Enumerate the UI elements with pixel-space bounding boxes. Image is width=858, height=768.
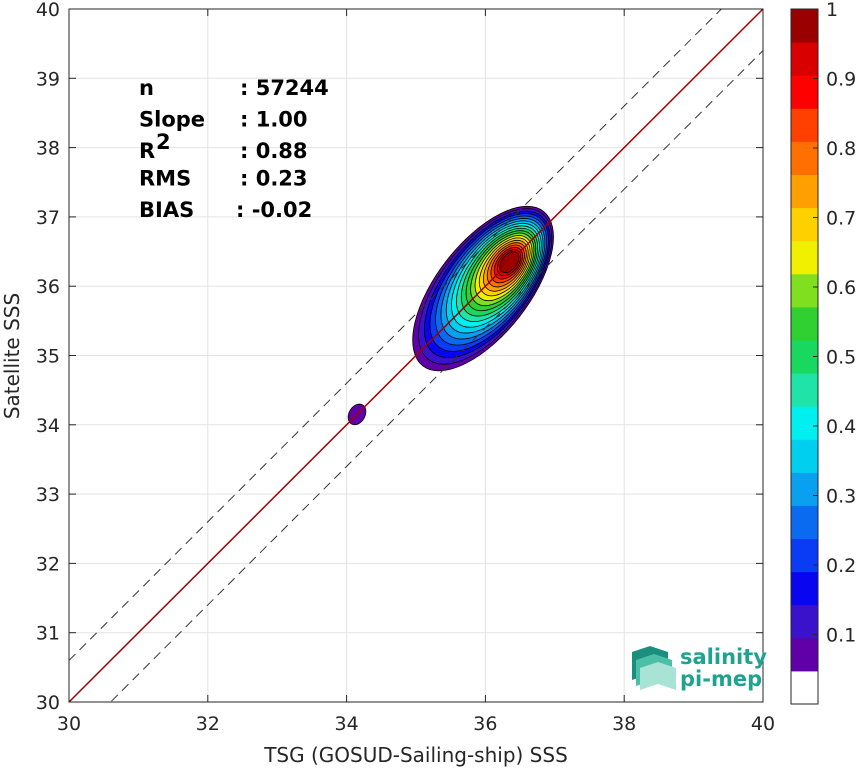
colorbar-segment (791, 141, 818, 175)
stat-value: : 1.00 (240, 108, 308, 132)
colorbar-segment (791, 75, 818, 109)
colorbar-segment (791, 505, 818, 540)
x-tick-label: 30 (57, 713, 81, 735)
colorbar-tick-label: 0.4 (826, 416, 856, 438)
colorbar-segment (791, 670, 818, 705)
upper-dashed-line (69, 9, 723, 661)
colorbar-tick-label: 0.7 (826, 208, 856, 230)
x-axis-label: TSG (GOSUD-Sailing-ship) SSS (263, 743, 568, 767)
colorbar-segment (791, 373, 818, 407)
x-tick-label: 40 (751, 713, 775, 735)
x-tick-label: 34 (335, 713, 359, 735)
colorbar-tick-label: 0.5 (826, 347, 856, 369)
colorbar: 0.1 0.2 0.3 0.4 0.5 0.6 0.7 0.8 0.9 1 (790, 0, 856, 705)
stat-value: : 57244 (240, 76, 329, 100)
y-tick-label: 32 (36, 553, 60, 575)
stat-value: : 0.88 (240, 139, 308, 163)
stat-label: n (139, 76, 154, 100)
y-tick-label: 40 (36, 0, 60, 21)
colorbar-segment (791, 571, 818, 606)
y-tick-label: 37 (36, 207, 60, 229)
stat-value: : -0.02 (236, 198, 312, 222)
stat-value: : 0.23 (240, 167, 308, 191)
x-axis-ticks: 30 32 34 36 38 40 (57, 9, 775, 735)
salinity-pimep-logo: salinity pi-mep (632, 645, 767, 691)
logo-line-1: salinity (680, 645, 767, 669)
y-tick-label: 39 (36, 68, 60, 90)
colorbar-tick-label: 0.9 (826, 69, 856, 91)
one-to-one-line (69, 9, 763, 702)
y-tick-label: 36 (36, 276, 60, 298)
colorbar-segment (791, 538, 818, 573)
y-tick-label: 30 (36, 692, 60, 714)
y-axis-ticks: 30 31 32 33 34 35 36 37 38 39 40 (36, 0, 763, 714)
colorbar-tick-label: 0.1 (826, 625, 856, 647)
colorbar-tick-label: 0.6 (826, 277, 856, 299)
colorbar-segment (791, 108, 818, 142)
colorbar-tick-label: 1 (826, 0, 838, 21)
colorbar-segment (791, 273, 818, 308)
y-tick-label: 33 (36, 484, 60, 506)
stat-label-superscript: 2 (156, 130, 171, 154)
y-tick-label: 34 (36, 415, 60, 437)
colorbar-segment (791, 240, 818, 275)
y-tick-label: 31 (36, 623, 60, 645)
colorbar-tick-label: 0.2 (826, 555, 856, 577)
y-tick-label: 35 (36, 346, 60, 368)
stat-label: RMS (139, 167, 191, 191)
colorbar-segment (791, 207, 818, 242)
stats-box: n : 57244 Slope : 1.00 R 2 : 0.88 RMS : 0.23 BIAS… (139, 76, 329, 222)
colorbar-segment (791, 306, 818, 341)
reference-lines (69, 9, 763, 702)
colorbar-segment (791, 42, 818, 76)
colorbar-segment (791, 406, 818, 440)
stat-label: R (139, 139, 155, 163)
logo-line-2: pi-mep (680, 667, 762, 691)
colorbar-segment (791, 439, 818, 473)
x-tick-label: 38 (612, 713, 636, 735)
colorbar-segment (791, 472, 818, 506)
x-tick-label: 36 (473, 713, 497, 735)
stat-label: BIAS (139, 198, 194, 222)
waves-icon (632, 646, 676, 690)
stat-label: Slope (139, 108, 205, 132)
colorbar-segment (791, 637, 818, 672)
colorbar-tick-label: 0.8 (826, 138, 856, 160)
y-axis-label: Satellite SSS (0, 293, 24, 419)
x-tick-label: 32 (196, 713, 220, 735)
grid-lines (68, 8, 764, 703)
y-tick-label: 38 (36, 138, 60, 160)
colorbar-segment (791, 9, 818, 43)
colorbar-tick-label: 0.3 (826, 486, 856, 508)
colorbar-segment (791, 604, 818, 639)
colorbar-segment (791, 174, 818, 209)
lower-dashed-line (109, 50, 763, 702)
